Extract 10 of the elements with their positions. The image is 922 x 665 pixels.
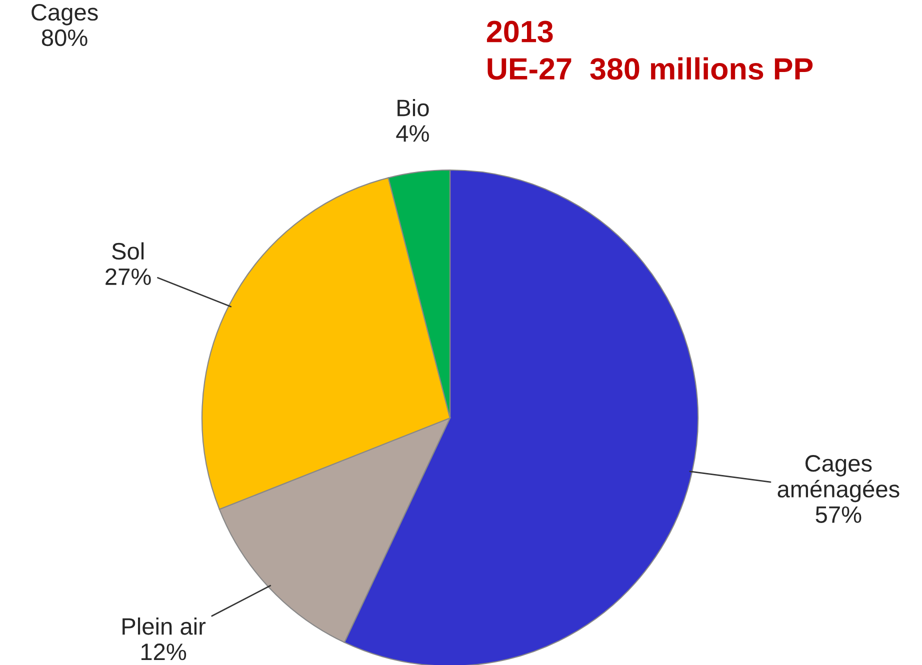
slice-label: Cages aménagées [778,455,900,502]
text: Cages 80% [32,4,98,46]
data-label: 27% [106,268,151,285]
data-label: 12% [141,644,186,660]
data-label: 4% [396,125,429,142]
slice-label: Sol [112,242,144,260]
data-label: 57% [816,506,862,523]
slice-label: Bio [398,99,429,116]
slice-label: Plein air [122,617,206,635]
chart-title: 2013 UE-27 380 millions PP [486,20,813,80]
